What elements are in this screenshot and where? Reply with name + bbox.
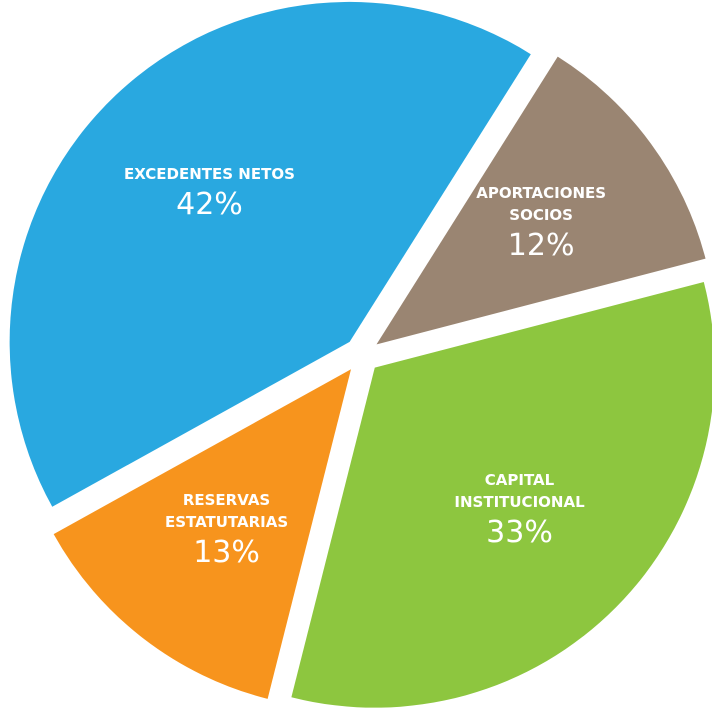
value-label: 12% (507, 227, 575, 263)
category-label: CAPITAL INSTITUCIONAL (454, 471, 585, 512)
value-label: 13% (193, 534, 260, 570)
slice-label: APORTACIONES SOCIOS 12% (476, 182, 606, 266)
value-label: 33% (486, 515, 553, 551)
slice-label: CAPITAL INSTITUCIONAL 33% (454, 469, 584, 553)
value-label: 42% (176, 186, 243, 222)
pie-slice (291, 281, 712, 708)
pie-slice (53, 369, 352, 699)
category-label: APORTACIONES SOCIOS (476, 183, 607, 224)
pie-slice (376, 56, 706, 345)
slice-label: RESERVAS ESTATUTARIAS 13% (165, 489, 288, 573)
pie-slice (9, 1, 531, 507)
category-label: RESERVAS ESTATUTARIAS (164, 490, 289, 531)
category-label: EXCEDENTES NETOS (124, 164, 295, 183)
slice-label: EXCEDENTES NETOS 42% (124, 163, 295, 225)
